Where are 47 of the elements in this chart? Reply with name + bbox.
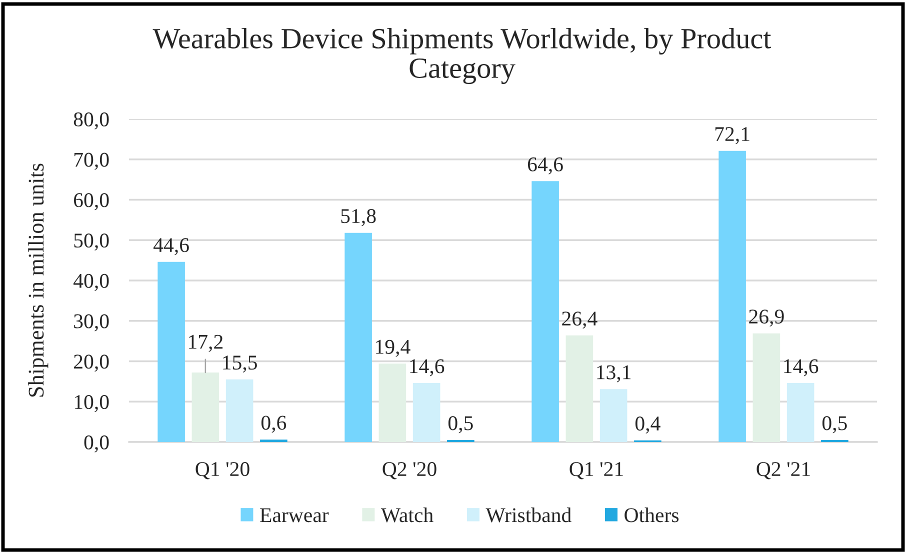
bar bbox=[192, 372, 220, 442]
bar bbox=[600, 389, 628, 442]
data-label: 0,5 bbox=[448, 416, 473, 434]
data-label: 26,9 bbox=[749, 310, 784, 327]
bar bbox=[566, 335, 594, 442]
data-label: 44,6 bbox=[153, 238, 189, 256]
bar bbox=[226, 379, 254, 442]
legend-label: Others bbox=[624, 508, 679, 522]
y-tick-label: 0,0 bbox=[84, 435, 109, 452]
bar bbox=[412, 383, 440, 442]
bar bbox=[344, 232, 372, 442]
y-tick-label: 50,0 bbox=[74, 234, 109, 251]
data-label: 51,8 bbox=[341, 209, 376, 226]
legend-label: Wristband bbox=[486, 508, 572, 522]
data-label: 19,4 bbox=[376, 340, 410, 357]
data-label: 0,5 bbox=[822, 416, 847, 434]
data-label: 15,5 bbox=[223, 356, 257, 373]
chart-title: Wearables Device Shipments Worldwide, by Product Category bbox=[152, 28, 772, 84]
x-tick-label: Q2 '20 bbox=[382, 462, 436, 480]
data-label: 14,6 bbox=[410, 359, 444, 376]
y-tick-label: 40,0 bbox=[74, 274, 109, 291]
x-tick-label: Q1 '21 bbox=[570, 462, 623, 480]
y-tick-label: 80,0 bbox=[74, 112, 109, 130]
data-label: 0,6 bbox=[261, 416, 286, 433]
legend-label: Earwear bbox=[260, 508, 329, 522]
data-label: 14,6 bbox=[784, 359, 818, 376]
y-tick-label: 20,0 bbox=[74, 354, 109, 372]
y-tick-label: 10,0 bbox=[74, 395, 109, 412]
y-tick-label: 70,0 bbox=[74, 152, 109, 170]
data-label: 64,6 bbox=[528, 157, 563, 174]
data-label: 17,2 bbox=[189, 334, 223, 352]
y-tick-label: 30,0 bbox=[74, 314, 109, 332]
legend-label: Watch bbox=[380, 508, 434, 522]
bar bbox=[718, 150, 746, 442]
data-label: 0,4 bbox=[635, 416, 660, 434]
x-tick-label: Q2 '21 bbox=[756, 462, 810, 480]
data-label: 26,4 bbox=[562, 312, 598, 329]
y-axis-title: Shipments in million units bbox=[28, 164, 48, 397]
x-tick-label: Q1 '20 bbox=[196, 462, 250, 480]
bar bbox=[786, 383, 814, 442]
bar bbox=[752, 333, 780, 442]
y-tick-label: 60,0 bbox=[74, 193, 109, 210]
bar bbox=[378, 364, 406, 442]
bar bbox=[532, 181, 559, 442]
bar bbox=[158, 262, 185, 442]
data-label: 72,1 bbox=[715, 127, 750, 144]
data-label: 13,1 bbox=[597, 365, 631, 382]
